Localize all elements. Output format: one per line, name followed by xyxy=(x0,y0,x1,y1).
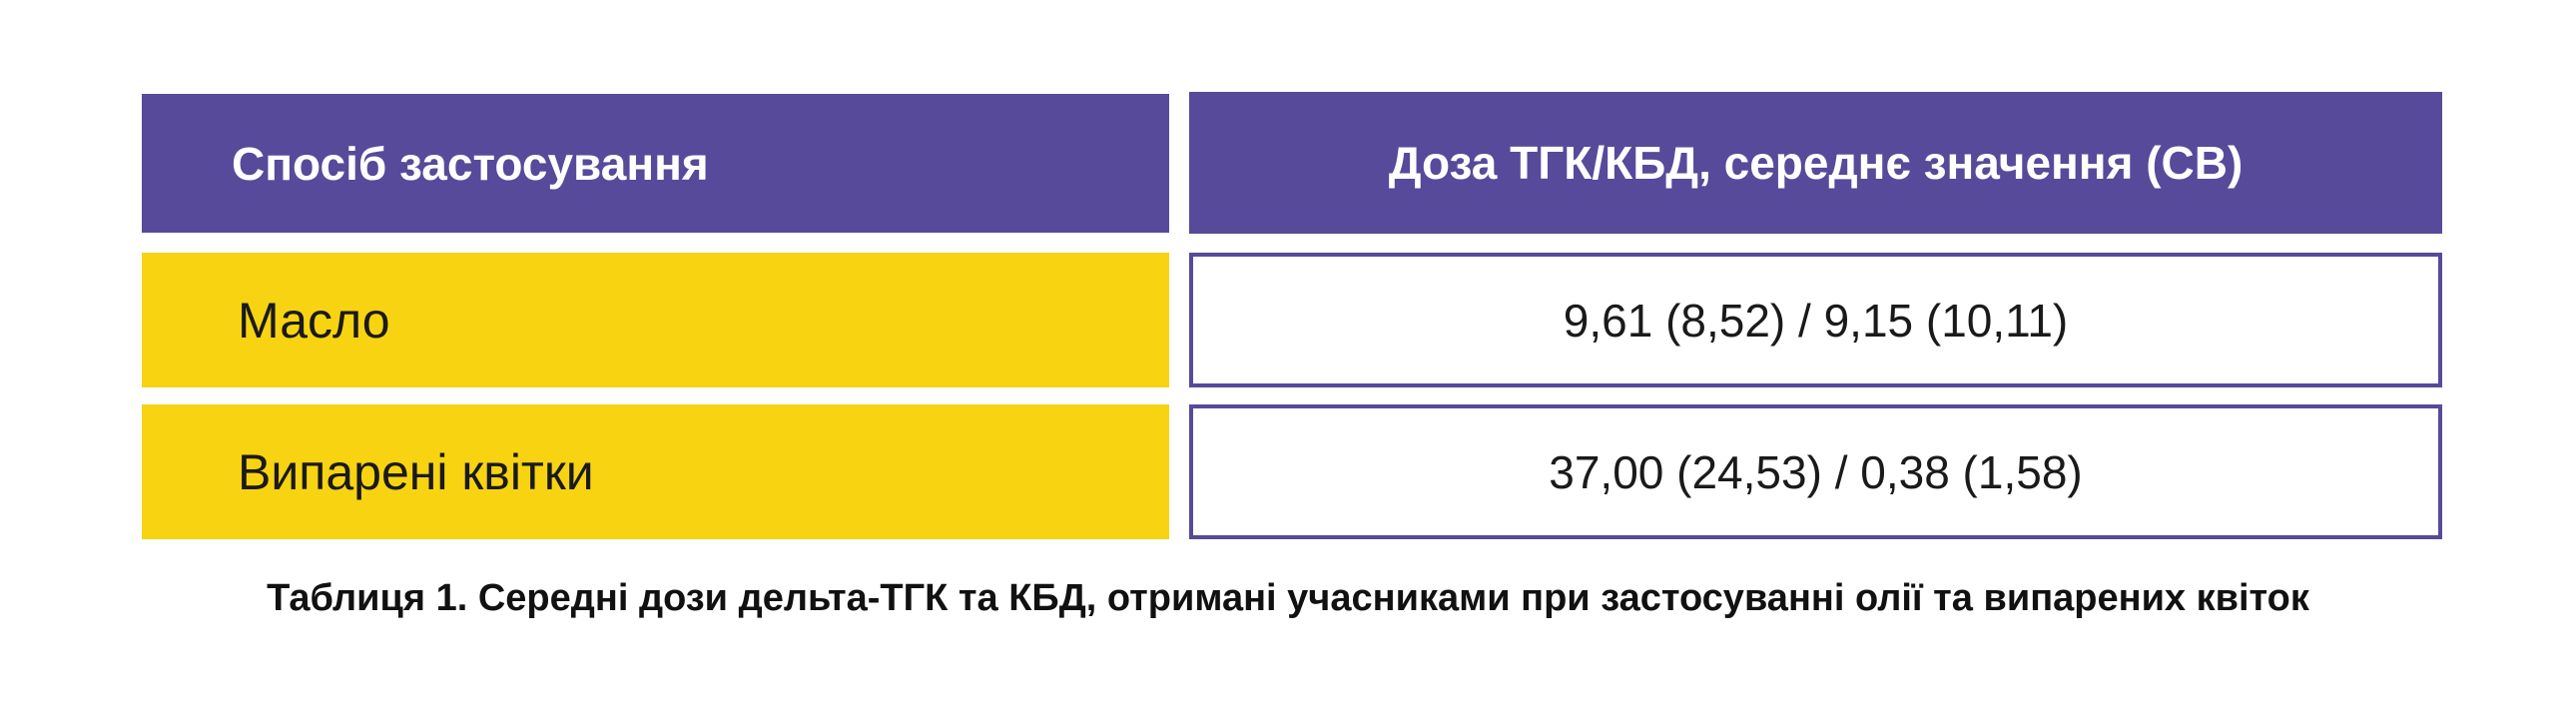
row-oil-dose: 9,61 (8,52) / 9,15 (10,11) xyxy=(1189,253,2442,387)
header-method-label: Спосіб застосування xyxy=(232,137,709,190)
row-flowers-method-label: Випарені квітки xyxy=(238,443,594,500)
header-dose-label: Доза ТГК/КБД, середнє значення (СВ) xyxy=(1388,137,2244,189)
row-flowers-dose-value: 37,00 (24,53) / 0,38 (1,58) xyxy=(1549,445,2083,498)
row-flowers-method: Випарені квітки xyxy=(142,404,1169,539)
header-method: Спосіб застосування xyxy=(142,94,1169,233)
row-oil-method: Масло xyxy=(142,253,1169,387)
table-caption: Таблиця 1. Середні дози дельта-ТГК та КБ… xyxy=(267,577,2309,619)
row-oil-method-label: Масло xyxy=(238,292,390,349)
header-dose: Доза ТГК/КБД, середнє значення (СВ) xyxy=(1189,92,2442,234)
row-flowers-dose: 37,00 (24,53) / 0,38 (1,58) xyxy=(1189,404,2442,539)
row-oil-dose-value: 9,61 (8,52) / 9,15 (10,11) xyxy=(1563,294,2069,347)
